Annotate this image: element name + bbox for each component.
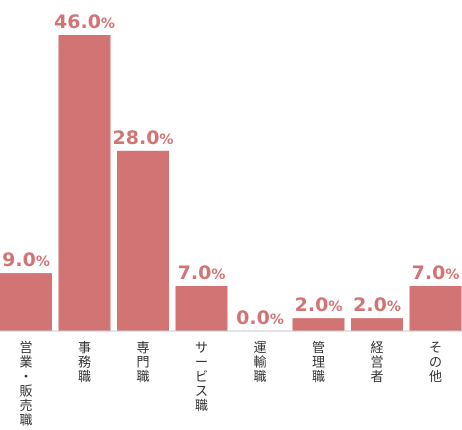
bar-1	[0, 273, 52, 331]
category-label-6: 管理職	[312, 341, 325, 385]
value-label-2: 46.0%	[54, 11, 115, 33]
category-label-1: 営業・販売職	[19, 341, 32, 429]
bars-group	[0, 35, 462, 331]
value-label-6: 2.0%	[295, 294, 343, 316]
value-label-7: 2.0%	[353, 294, 401, 316]
value-labels-group: 9.0% 46.0% 28.0% 7.0% 0.0% 2.0% 2.0% 7.0%	[2, 11, 459, 329]
value-label-1: 9.0%	[2, 249, 50, 271]
category-label-2: 事務職	[78, 341, 91, 385]
bar-6	[292, 318, 345, 331]
value-label-4: 7.0%	[178, 262, 226, 284]
bar-2	[58, 35, 111, 331]
bar-7	[351, 318, 403, 331]
category-label-8: その他	[429, 341, 442, 385]
bar-3	[117, 150, 169, 331]
category-label-4: サービス職	[195, 341, 208, 414]
bar-4	[175, 285, 228, 331]
category-label-3: 専門職	[136, 341, 149, 385]
bar-8	[409, 285, 462, 331]
category-label-5: 運輸職	[253, 341, 266, 385]
category-label-7: 経営者	[370, 341, 383, 385]
category-labels-group: 営業・販売職 事務職 専門職 サービス職 運輸職 管理職 経営者 その他	[19, 341, 442, 429]
value-label-8: 7.0%	[412, 262, 460, 284]
value-label-5: 0.0%	[236, 307, 284, 329]
value-label-3: 28.0%	[113, 127, 174, 149]
